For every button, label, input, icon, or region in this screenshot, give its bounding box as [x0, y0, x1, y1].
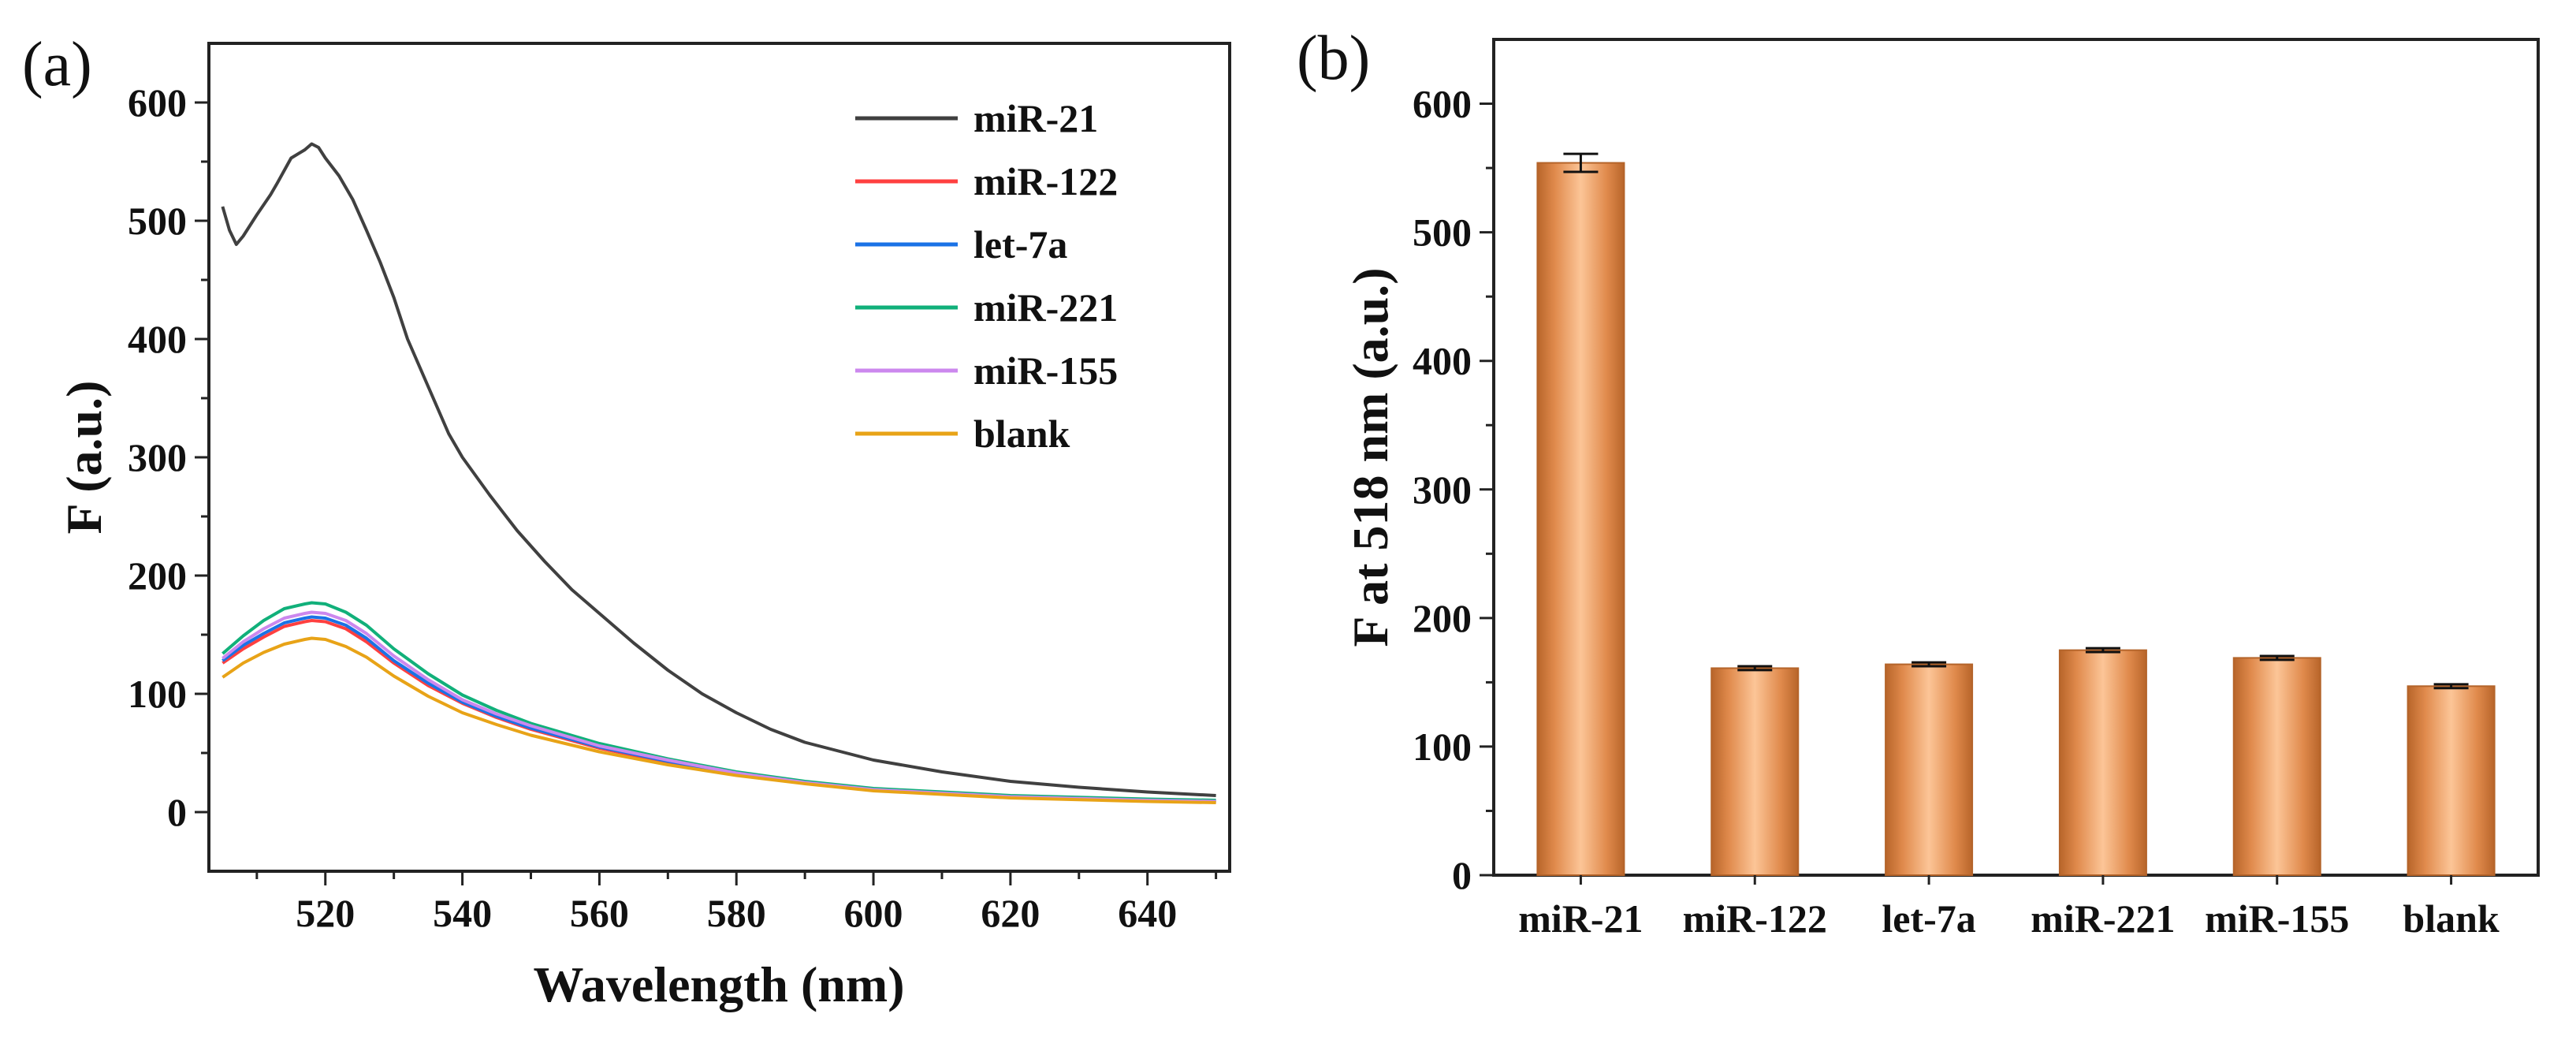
- panel-b-x-tick-label: let-7a: [1882, 896, 1975, 941]
- panel-b-x-tick-label: miR-221: [2031, 896, 2175, 941]
- legend-label-miR-122: miR-122: [973, 159, 1118, 203]
- panel-a-y-tick-label: 400: [128, 317, 187, 361]
- panel-b-x-tick-label: blank: [2403, 896, 2500, 941]
- legend-label-miR-21: miR-21: [973, 96, 1098, 140]
- bar-miR-221: [2058, 649, 2147, 876]
- panel-a-x-tick-label: 560: [570, 891, 629, 935]
- panel-b-y-tick-label: 100: [1413, 725, 1472, 769]
- panel-b-y-tick-label: 200: [1413, 596, 1472, 640]
- panel-b-x-tick-label: miR-122: [1683, 896, 1827, 941]
- panel-b-y-tick-label: 0: [1452, 853, 1472, 897]
- panel-a-y-tick-label: 100: [128, 672, 187, 716]
- panel-a-x-tick-label: 600: [844, 891, 903, 935]
- panel-b-bar-chart: (b) 0 100 200 300 400 500 600 miR-21 miR-122 let…: [1297, 24, 2540, 941]
- panel-a-y-tick-label: 500: [128, 199, 187, 243]
- legend-label-blank: blank: [973, 412, 1070, 456]
- panel-b-y-tick-label: 400: [1413, 339, 1472, 383]
- panel-a-y-tick-label: 200: [128, 553, 187, 598]
- bar-let-7a: [1885, 663, 1974, 876]
- panel-a-y-axis-title: F (a.u.): [56, 381, 112, 535]
- legend-label-miR-221: miR-221: [973, 285, 1118, 330]
- bar-miR-122: [1711, 667, 1800, 876]
- panel-a-x-tick-label: 520: [296, 891, 355, 935]
- panel-b-label: (b): [1297, 24, 1370, 93]
- panel-a-y-tick-label: 300: [128, 435, 187, 479]
- bar-miR-155: [2232, 657, 2321, 877]
- legend-label-miR-155: miR-155: [973, 348, 1118, 393]
- series-line-blank: [221, 636, 1216, 804]
- panel-b-plot-frame: [1492, 38, 2540, 877]
- panel-a-x-tick-label: 580: [707, 891, 766, 935]
- panel-b-x-tick-label: miR-21: [1518, 896, 1643, 941]
- panel-b-y-axis-title: F at 518 nm (a.u.): [1342, 267, 1398, 647]
- panel-a-x-tick-label: 640: [1118, 891, 1177, 935]
- legend-label-let-7a: let-7a: [973, 222, 1067, 266]
- bar-miR-21: [1536, 162, 1625, 877]
- panel-a-label: (a): [22, 30, 92, 99]
- series-line-miR-21: [221, 142, 1216, 797]
- panel-a-x-axis-title: Wavelength (nm): [533, 956, 904, 1012]
- panel-b-y-tick-label: 500: [1413, 211, 1472, 255]
- bar-blank: [2407, 685, 2496, 876]
- panel-a-x-tick-label: 620: [981, 891, 1040, 935]
- panel-b-y-tick-label: 300: [1413, 468, 1472, 512]
- panel-b-y-tick-label: 600: [1413, 82, 1472, 126]
- panel-a-line-chart: (a) 520 540 560 580 600 620 640 0 100 200 300 400 50…: [22, 30, 1231, 1012]
- panel-a-x-tick-label: 540: [433, 891, 492, 935]
- panel-a-y-tick-label: 0: [167, 790, 187, 834]
- panel-b-x-tick-label: miR-155: [2205, 896, 2349, 941]
- panel-a-y-tick-label: 600: [128, 80, 187, 125]
